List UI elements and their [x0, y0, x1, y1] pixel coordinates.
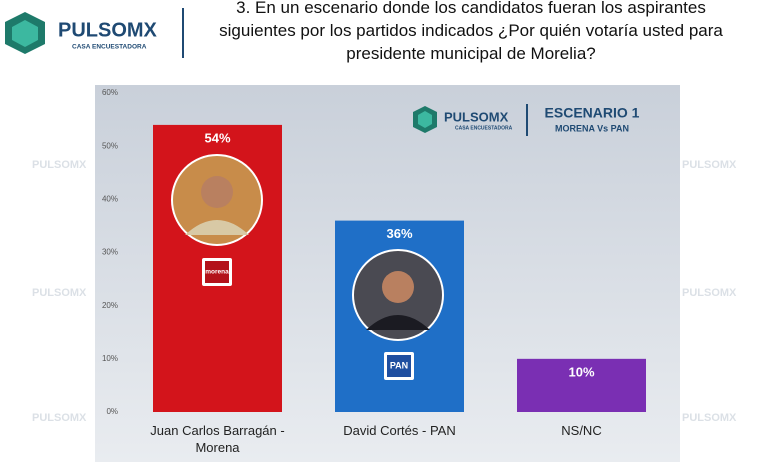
y-tick-label: 10% [102, 354, 118, 363]
y-tick-label: 30% [102, 248, 118, 257]
badge-brand: PULSOMX [444, 109, 509, 124]
badge-tagline: CASA ENCUESTADORA [455, 125, 513, 131]
brand: PULSOMX [58, 19, 158, 41]
watermark: PULSOMX [682, 287, 737, 299]
x-label-box: NS/NC [561, 423, 602, 438]
watermark: PULSOMX [682, 412, 737, 424]
x-tick-label: David Cortés - PAN [343, 423, 456, 438]
watermark: PULSOMX [682, 159, 737, 171]
watermark: PULSOMX [32, 159, 87, 171]
watermarks: PULSOMX PULSOMX PULSOMX PULSOMX PULSOMX PULSO… [32, 159, 737, 424]
badge: PULSOMX CASA ENCUESTADORA ESCENARIO 1 MO… [413, 104, 640, 136]
bar [517, 358, 646, 412]
candidate-body [185, 220, 249, 235]
y-tick-label: 20% [102, 301, 118, 310]
watermark: PULSOMX [32, 287, 87, 299]
party-logo-text: morena [205, 269, 229, 276]
party-logo-inner [205, 261, 229, 283]
title-box: 3. En un escenario donde los candidatos … [219, 0, 723, 63]
watermark: PULSOMX [32, 412, 87, 424]
x-label-box: David Cortés - PAN [343, 423, 456, 438]
y-tick-label: 60% [102, 88, 118, 97]
badge-title: ESCENARIO 1 [545, 105, 640, 121]
badge-subtitle: MORENA Vs PAN [555, 123, 629, 133]
question: 3. En un escenario donde los candidatos … [219, 0, 723, 63]
candidate-face [382, 271, 414, 303]
y-tick-label: 50% [102, 141, 118, 150]
value-label: 36% [386, 226, 412, 241]
y-tick-label: 40% [102, 194, 118, 203]
candidate-face [201, 176, 233, 208]
party-logo-inner [387, 355, 411, 377]
x-tick-label: NS/NC [561, 423, 602, 438]
x-label-box: Juan Carlos Barragán - Morena [150, 423, 285, 455]
value-label: 54% [204, 130, 230, 145]
y-tick-label: 0% [106, 407, 118, 416]
candidate-body [366, 315, 430, 330]
x-tick-label: Juan Carlos Barragán - Morena [150, 423, 285, 455]
value-label: 10% [568, 364, 594, 379]
tagline: CASA ENCUESTADORA [72, 44, 147, 51]
party-logo-text: PAN [390, 360, 408, 370]
logo: PULSOMX CASA ENCUESTADORA [5, 12, 158, 54]
